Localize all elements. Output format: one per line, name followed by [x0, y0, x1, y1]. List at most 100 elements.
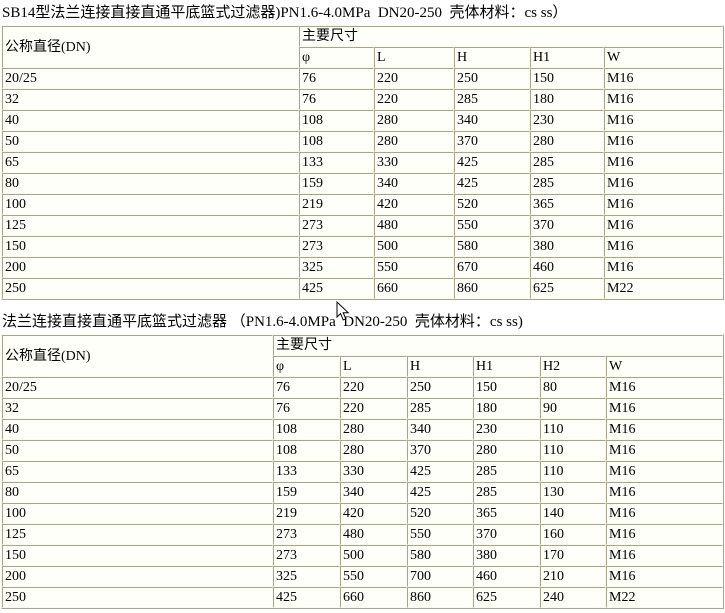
- cell: 250: [2, 278, 299, 299]
- cell: 80: [540, 377, 606, 398]
- cell: 250: [407, 377, 473, 398]
- cell: 625: [530, 278, 604, 299]
- cell: 32: [2, 89, 299, 110]
- dimension-header: L: [374, 47, 454, 68]
- table-row: 125 273 480 550 370 M16: [2, 215, 723, 236]
- cell: 365: [530, 194, 604, 215]
- dimension-header: H: [407, 356, 473, 377]
- table-row: 150 273 500 580 380 M16: [2, 236, 723, 257]
- cell: 480: [374, 215, 454, 236]
- cell: 159: [273, 482, 340, 503]
- cell: M16: [606, 566, 723, 587]
- spec-table-flanged: 公称直径(DN) 主要尺寸 φ L H H1 H2 W 20/25 76 220 250 150 8…: [1, 334, 724, 609]
- cell: 285: [473, 461, 540, 482]
- cell: 220: [374, 89, 454, 110]
- cell: M16: [606, 440, 723, 461]
- table1-title: SB14型法兰连接直接直通平底篮式过滤器)PN1.6-4.0MPa DN20-2…: [2, 5, 568, 21]
- table-row: 40 108 280 340 230 110 M16: [2, 419, 723, 440]
- cell: 425: [454, 173, 530, 194]
- cell: 325: [299, 257, 374, 278]
- cell: 200: [2, 257, 299, 278]
- dimension-header: W: [604, 47, 723, 68]
- cell: 32: [2, 398, 273, 419]
- cell: 140: [540, 503, 606, 524]
- cell: 108: [273, 419, 340, 440]
- cell: M16: [604, 89, 723, 110]
- cell: M22: [604, 278, 723, 299]
- cell: 280: [530, 131, 604, 152]
- dimension-header: H1: [530, 47, 604, 68]
- cell: 150: [2, 545, 273, 566]
- cell: 20/25: [2, 68, 299, 89]
- cell: 130: [540, 482, 606, 503]
- cell: 340: [374, 173, 454, 194]
- cell: M16: [604, 152, 723, 173]
- cell: 380: [530, 236, 604, 257]
- table-row: 150 273 500 580 380 170 M16: [2, 545, 723, 566]
- cell: 210: [540, 566, 606, 587]
- cell: M16: [606, 398, 723, 419]
- cell: 76: [299, 68, 374, 89]
- cell: 76: [273, 398, 340, 419]
- cell: M22: [606, 587, 723, 608]
- table-row: 32 76 220 285 180 M16: [2, 89, 723, 110]
- cell: 425: [273, 587, 340, 608]
- cell: 370: [530, 215, 604, 236]
- cell: 280: [340, 419, 407, 440]
- dimension-header: φ: [299, 47, 374, 68]
- cell: 660: [340, 587, 407, 608]
- cell: 580: [407, 545, 473, 566]
- cell: 220: [340, 377, 407, 398]
- cell: 50: [2, 131, 299, 152]
- cell: 285: [530, 152, 604, 173]
- cell: 230: [530, 110, 604, 131]
- dimension-header: H1: [473, 356, 540, 377]
- cell: 273: [273, 545, 340, 566]
- cell: 230: [473, 419, 540, 440]
- cell: 550: [374, 257, 454, 278]
- cell: 460: [530, 257, 604, 278]
- cell: 285: [530, 173, 604, 194]
- cell: 700: [407, 566, 473, 587]
- cell: M16: [606, 419, 723, 440]
- cell: M16: [606, 482, 723, 503]
- table-row: 250 425 660 860 625 240 M22: [2, 587, 723, 608]
- cell: 340: [407, 419, 473, 440]
- cell: 550: [340, 566, 407, 587]
- cell: 110: [540, 419, 606, 440]
- column-header-nominal-diameter: 公称直径(DN): [2, 335, 273, 377]
- cell: 80: [2, 173, 299, 194]
- cell: 240: [540, 587, 606, 608]
- cell: 40: [2, 110, 299, 131]
- cell: 420: [340, 503, 407, 524]
- group-header-row: 公称直径(DN) 主要尺寸: [2, 335, 723, 377]
- cell: 76: [299, 89, 374, 110]
- cell: 280: [374, 131, 454, 152]
- cell: 219: [273, 503, 340, 524]
- cell: M16: [606, 503, 723, 524]
- cell: 250: [454, 68, 530, 89]
- cell: 520: [454, 194, 530, 215]
- table-row: 100 219 420 520 365 140 M16: [2, 503, 723, 524]
- cell: 200: [2, 566, 273, 587]
- cell: 325: [273, 566, 340, 587]
- cell: 280: [340, 440, 407, 461]
- cell: M16: [604, 110, 723, 131]
- cell: 150: [530, 68, 604, 89]
- cell: 330: [374, 152, 454, 173]
- cell: 150: [2, 236, 299, 257]
- group-header-main-dimensions: 主要尺寸: [299, 26, 723, 47]
- cell: 125: [2, 215, 299, 236]
- cell: M16: [606, 545, 723, 566]
- cell: 500: [340, 545, 407, 566]
- column-header-nominal-diameter: 公称直径(DN): [2, 26, 299, 68]
- cell: 180: [473, 398, 540, 419]
- table-row: 100 219 420 520 365 M16: [2, 194, 723, 215]
- cell: 108: [299, 131, 374, 152]
- cell: 285: [407, 398, 473, 419]
- cell: 110: [540, 461, 606, 482]
- cell: 580: [454, 236, 530, 257]
- cell: 65: [2, 152, 299, 173]
- cell: 425: [407, 482, 473, 503]
